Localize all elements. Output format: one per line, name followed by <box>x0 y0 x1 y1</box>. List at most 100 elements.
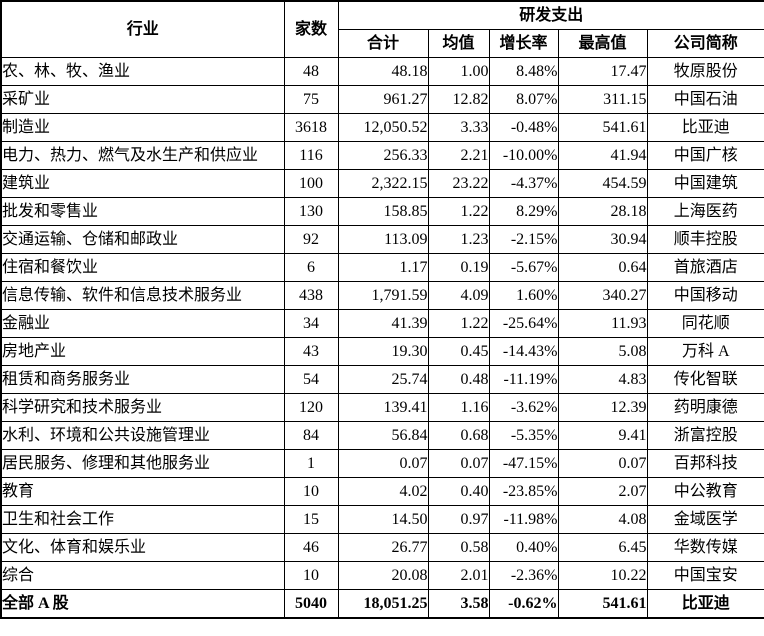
table-row: 综合 10 20.08 2.01 -2.36% 10.22 中国宝安 <box>0 561 764 590</box>
cell-count: 75 <box>283 85 339 114</box>
table-row: 教育 10 4.02 0.40 -23.85% 2.07 中公教育 <box>0 477 764 506</box>
cell-company: 中国广核 <box>646 141 764 170</box>
cell-industry: 教育 <box>0 477 285 506</box>
table-row: 金融业 34 41.39 1.22 -25.64% 11.93 同花顺 <box>0 309 764 338</box>
cell-industry: 综合 <box>0 561 285 590</box>
cell-industry: 批发和零售业 <box>0 197 285 226</box>
cell-company: 百邦科技 <box>646 449 764 478</box>
cell-mean: 1.22 <box>427 309 490 338</box>
table-row: 农、林、牧、渔业 48 48.18 1.00 8.48% 17.47 牧原股份 <box>0 57 764 86</box>
cell-max: 9.41 <box>557 421 648 450</box>
cell-count: 10 <box>283 561 339 590</box>
cell-max: 6.45 <box>557 533 648 562</box>
cell-growth: -2.15% <box>488 225 559 254</box>
header-row-sub: 合计 均值 增长率 最高值 公司简称 <box>1 29 764 58</box>
cell-company: 比亚迪 <box>646 113 764 142</box>
cell-mean: 0.07 <box>427 449 490 478</box>
table-row: 电力、热力、燃气及水生产和供应业 116 256.33 2.21 -10.00% 41.9… <box>0 141 764 170</box>
cell-mean: 2.21 <box>427 141 490 170</box>
table-row: 信息传输、软件和信息技术服务业 438 1,791.59 4.09 1.60% 340.2… <box>0 281 764 310</box>
cell-total: 18,051.25 <box>337 589 429 619</box>
cell-company: 中国宝安 <box>646 561 764 590</box>
cell-max: 5.08 <box>557 337 648 366</box>
cell-count: 3618 <box>283 113 339 142</box>
cell-count: 5040 <box>283 589 339 619</box>
cell-company: 中国石油 <box>646 85 764 114</box>
cell-max: 454.59 <box>557 169 648 198</box>
cell-company: 顺丰控股 <box>646 225 764 254</box>
cell-count: 1 <box>283 449 339 478</box>
table-row: 租赁和商务服务业 54 25.74 0.48 -11.19% 4.83 传化智联 <box>0 365 764 394</box>
cell-total: 19.30 <box>337 337 429 366</box>
cell-total: 4.02 <box>337 477 429 506</box>
cell-mean: 4.09 <box>427 281 490 310</box>
cell-industry: 租赁和商务服务业 <box>0 365 285 394</box>
cell-company: 药明康德 <box>646 393 764 422</box>
cell-company: 中公教育 <box>646 477 764 506</box>
cell-growth: 0.40% <box>488 533 559 562</box>
cell-max: 311.15 <box>557 85 648 114</box>
cell-industry: 交通运输、仓储和邮政业 <box>0 225 285 254</box>
table-total-row: 全部 A 股 5040 18,051.25 3.58 -0.62% 541.61 比亚迪 <box>0 589 764 619</box>
cell-count: 10 <box>283 477 339 506</box>
cell-total: 41.39 <box>337 309 429 338</box>
cell-company: 牧原股份 <box>646 57 764 86</box>
cell-max: 541.61 <box>557 589 648 619</box>
cell-max: 17.47 <box>557 57 648 86</box>
cell-total: 56.84 <box>337 421 429 450</box>
header-row-top: 行业 家数 研发支出 <box>0 0 764 58</box>
cell-industry: 全部 A 股 <box>0 589 285 619</box>
cell-mean: 23.22 <box>427 169 490 198</box>
cell-max: 11.93 <box>557 309 648 338</box>
cell-mean: 0.19 <box>427 253 490 282</box>
cell-growth: 8.48% <box>488 57 559 86</box>
cell-mean: 0.68 <box>427 421 490 450</box>
cell-company: 万科 A <box>646 337 764 366</box>
cell-mean: 0.48 <box>427 365 490 394</box>
cell-company: 金域医学 <box>646 505 764 534</box>
cell-mean: 1.22 <box>427 197 490 226</box>
col-header-company: 公司简称 <box>646 29 764 58</box>
cell-company: 同花顺 <box>646 309 764 338</box>
cell-mean: 12.82 <box>427 85 490 114</box>
cell-mean: 1.00 <box>427 57 490 86</box>
cell-industry: 建筑业 <box>0 169 285 198</box>
cell-mean: 0.58 <box>427 533 490 562</box>
cell-growth: -4.37% <box>488 169 559 198</box>
cell-total: 139.41 <box>337 393 429 422</box>
cell-growth: -23.85% <box>488 477 559 506</box>
cell-count: 92 <box>283 225 339 254</box>
cell-growth: -11.98% <box>488 505 559 534</box>
cell-mean: 1.16 <box>427 393 490 422</box>
cell-industry: 电力、热力、燃气及水生产和供应业 <box>0 141 285 170</box>
cell-max: 12.39 <box>557 393 648 422</box>
cell-max: 4.08 <box>557 505 648 534</box>
cell-total: 256.33 <box>337 141 429 170</box>
cell-industry: 住宿和餐饮业 <box>0 253 285 282</box>
cell-mean: 1.23 <box>427 225 490 254</box>
cell-count: 100 <box>283 169 339 198</box>
cell-total: 48.18 <box>337 57 429 86</box>
cell-company: 首旅酒店 <box>646 253 764 282</box>
cell-company: 上海医药 <box>646 197 764 226</box>
cell-mean: 3.33 <box>427 113 490 142</box>
cell-max: 10.22 <box>557 561 648 590</box>
cell-growth: 1.60% <box>488 281 559 310</box>
cell-total: 158.85 <box>337 197 429 226</box>
table-row: 文化、体育和娱乐业 46 26.77 0.58 0.40% 6.45 华数传媒 <box>0 533 764 562</box>
cell-company: 中国建筑 <box>646 169 764 198</box>
cell-industry: 文化、体育和娱乐业 <box>0 533 285 562</box>
cell-count: 54 <box>283 365 339 394</box>
rd-expenditure-table: 行业 家数 研发支出 合计 均值 增长率 最高值 公司简称 农、林、牧、渔业 48 48.1… <box>0 0 764 619</box>
cell-max: 0.64 <box>557 253 648 282</box>
cell-growth: -0.48% <box>488 113 559 142</box>
cell-industry: 科学研究和技术服务业 <box>0 393 285 422</box>
table-row: 采矿业 75 961.27 12.82 8.07% 311.15 中国石油 <box>0 85 764 114</box>
cell-company: 华数传媒 <box>646 533 764 562</box>
table-row: 房地产业 43 19.30 0.45 -14.43% 5.08 万科 A <box>0 337 764 366</box>
cell-total: 0.07 <box>337 449 429 478</box>
cell-growth: -3.62% <box>488 393 559 422</box>
cell-max: 28.18 <box>557 197 648 226</box>
cell-industry: 农、林、牧、渔业 <box>0 57 285 86</box>
cell-industry: 制造业 <box>0 113 285 142</box>
